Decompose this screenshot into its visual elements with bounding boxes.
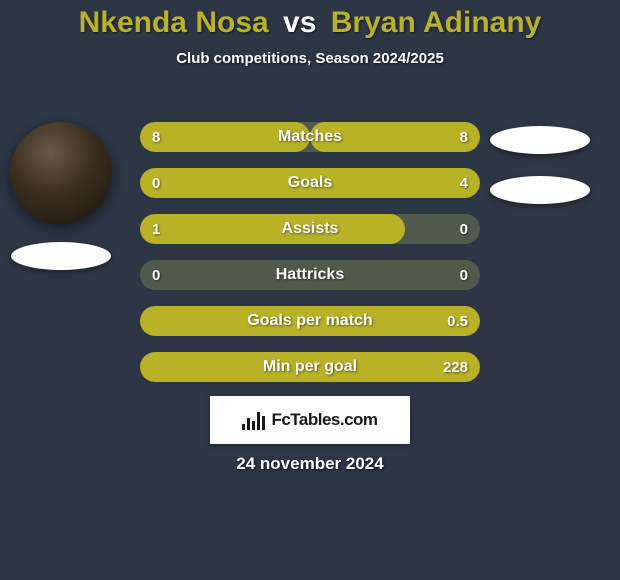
bar-row: 0 0Hattricks <box>140 260 480 290</box>
player1-name-pill <box>11 242 111 270</box>
bar-value-left: 0 <box>152 260 160 290</box>
player-left-block <box>10 122 112 270</box>
brand-bar-icon <box>247 418 250 430</box>
bar-row: 04Goals <box>140 168 480 198</box>
bar-fill-left <box>140 214 405 244</box>
bar-row: 0.5Goals per match <box>140 306 480 336</box>
brand-bar-icon <box>242 424 245 430</box>
title: Nkenda Nosa vs Bryan Adinany <box>0 0 620 40</box>
bar-fill-left <box>140 122 310 152</box>
title-player2: Bryan Adinany <box>331 6 542 39</box>
brand-box: FcTables.com <box>210 396 410 444</box>
bar-fill-right <box>140 306 480 336</box>
date-text: 24 november 2024 <box>0 454 620 474</box>
bar-value-right: 0 <box>460 260 468 290</box>
brand-bar-icon <box>262 416 265 430</box>
player2-name-pill-1 <box>490 126 590 154</box>
bar-fill-right <box>140 352 480 382</box>
brand-bar-icon <box>257 412 260 430</box>
infographic: Nkenda Nosa vs Bryan Adinany Club compet… <box>0 0 620 580</box>
bar-value-right: 0 <box>460 214 468 244</box>
player2-name-pill-2 <box>490 176 590 204</box>
brand-bar-icon <box>252 421 255 430</box>
player-right-block <box>490 126 590 204</box>
bar-row: 228Min per goal <box>140 352 480 382</box>
bar-fill-right <box>140 168 480 198</box>
comparison-bars: 88Matches04Goals10Assists00Hattricks0.5G… <box>140 122 480 398</box>
bar-row: 88Matches <box>140 122 480 152</box>
player1-avatar <box>10 122 112 224</box>
bar-label: Hattricks <box>140 260 480 290</box>
subtitle: Club competitions, Season 2024/2025 <box>0 50 620 67</box>
bar-row: 10Assists <box>140 214 480 244</box>
title-vs: vs <box>283 6 316 39</box>
bar-fill-right <box>310 122 480 152</box>
brand-bars-icon <box>242 410 265 430</box>
title-player1: Nkenda Nosa <box>79 6 269 39</box>
brand-text: FcTables.com <box>271 410 377 430</box>
